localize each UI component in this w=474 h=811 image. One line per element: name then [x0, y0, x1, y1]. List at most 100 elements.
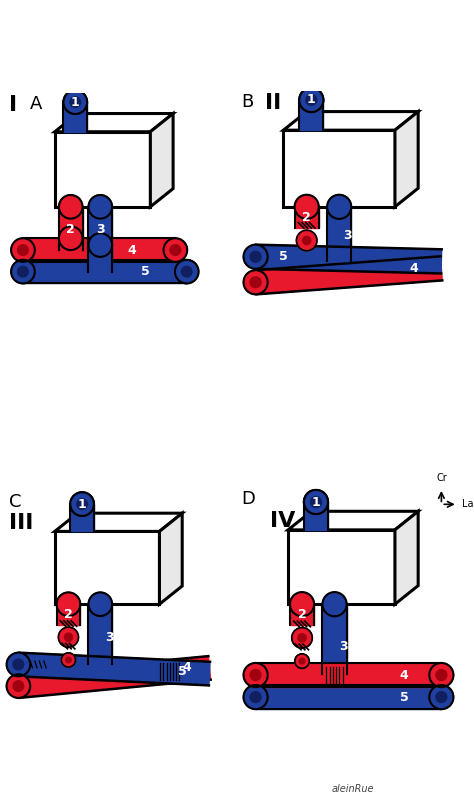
Circle shape: [182, 266, 192, 277]
Circle shape: [299, 659, 305, 664]
Circle shape: [296, 230, 317, 251]
Polygon shape: [288, 511, 418, 530]
Polygon shape: [89, 245, 112, 272]
Polygon shape: [56, 604, 80, 624]
Text: 1: 1: [78, 498, 86, 511]
Circle shape: [56, 592, 80, 616]
Circle shape: [292, 628, 312, 648]
Polygon shape: [304, 502, 328, 530]
Polygon shape: [295, 207, 319, 228]
Circle shape: [299, 88, 323, 112]
Circle shape: [290, 592, 314, 616]
Circle shape: [429, 685, 454, 709]
Circle shape: [244, 685, 268, 709]
Text: 4: 4: [182, 662, 191, 675]
Text: 3: 3: [105, 631, 114, 644]
Text: 5: 5: [279, 251, 288, 264]
Circle shape: [18, 245, 28, 255]
Text: 2: 2: [66, 223, 75, 236]
Circle shape: [302, 236, 311, 245]
Text: I: I: [9, 96, 18, 115]
Text: 5: 5: [141, 265, 150, 278]
Text: C: C: [9, 493, 22, 511]
Circle shape: [304, 490, 328, 514]
Text: 5: 5: [178, 665, 187, 678]
Circle shape: [295, 195, 319, 219]
Polygon shape: [89, 604, 112, 664]
Text: Cr: Cr: [436, 474, 447, 483]
Circle shape: [64, 633, 73, 642]
Circle shape: [322, 592, 346, 616]
Polygon shape: [283, 112, 418, 130]
Circle shape: [244, 663, 268, 687]
Circle shape: [89, 195, 112, 219]
Circle shape: [250, 692, 261, 702]
Polygon shape: [255, 256, 442, 294]
Polygon shape: [55, 513, 182, 531]
Circle shape: [11, 260, 35, 284]
Circle shape: [164, 238, 187, 262]
Text: IV: IV: [270, 511, 295, 531]
Polygon shape: [18, 653, 210, 685]
Text: 1: 1: [307, 93, 316, 106]
Polygon shape: [70, 504, 94, 531]
Text: A: A: [30, 96, 42, 114]
Circle shape: [58, 627, 79, 647]
Polygon shape: [255, 245, 442, 273]
Polygon shape: [299, 100, 323, 130]
Polygon shape: [327, 207, 351, 261]
Polygon shape: [17, 656, 210, 698]
Circle shape: [429, 663, 454, 687]
Circle shape: [64, 90, 87, 114]
Text: B: B: [242, 93, 254, 111]
Text: aleinRue: aleinRue: [332, 783, 374, 793]
Polygon shape: [255, 685, 441, 709]
Circle shape: [11, 238, 35, 262]
Text: 2: 2: [298, 608, 306, 621]
Text: 3: 3: [96, 223, 105, 236]
Circle shape: [175, 260, 199, 284]
Text: 4: 4: [400, 668, 409, 681]
Circle shape: [64, 90, 87, 114]
Polygon shape: [23, 260, 187, 284]
Circle shape: [250, 251, 261, 262]
Polygon shape: [89, 207, 112, 257]
Circle shape: [310, 496, 321, 508]
Circle shape: [7, 674, 30, 698]
Circle shape: [7, 653, 30, 676]
Circle shape: [244, 270, 268, 294]
Circle shape: [89, 592, 112, 616]
Text: III: III: [9, 513, 34, 533]
Text: 5: 5: [400, 691, 409, 704]
Circle shape: [327, 195, 351, 219]
Text: D: D: [242, 491, 255, 508]
Polygon shape: [159, 513, 182, 604]
Text: 2: 2: [302, 211, 311, 224]
Circle shape: [299, 88, 323, 112]
Circle shape: [436, 692, 447, 702]
Polygon shape: [395, 112, 418, 207]
Circle shape: [436, 670, 447, 680]
Polygon shape: [64, 102, 87, 131]
Circle shape: [61, 653, 75, 667]
Circle shape: [13, 659, 24, 670]
Polygon shape: [283, 130, 395, 207]
Polygon shape: [395, 511, 418, 604]
Text: 1: 1: [71, 96, 80, 109]
Circle shape: [170, 245, 181, 255]
Circle shape: [18, 266, 28, 277]
Circle shape: [298, 633, 306, 642]
Text: 3: 3: [343, 230, 352, 242]
Polygon shape: [59, 238, 82, 250]
Polygon shape: [150, 114, 173, 207]
Text: 2: 2: [64, 608, 73, 621]
Circle shape: [304, 490, 328, 514]
Circle shape: [89, 234, 112, 257]
Text: 4: 4: [409, 262, 418, 275]
Circle shape: [13, 680, 24, 692]
Polygon shape: [290, 604, 314, 625]
Polygon shape: [55, 531, 159, 604]
Text: 4: 4: [128, 243, 137, 256]
Polygon shape: [55, 114, 173, 131]
Polygon shape: [288, 530, 395, 604]
